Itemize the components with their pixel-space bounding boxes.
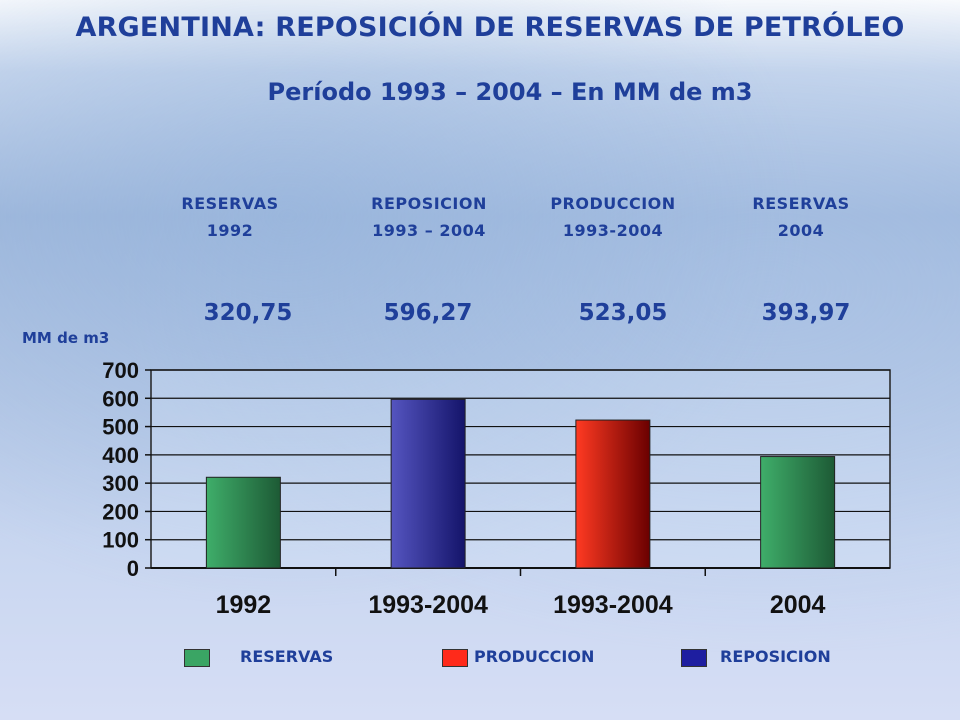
x-tick-label: 2004 <box>770 591 826 619</box>
column-header-reposicion: REPOSICION 1993 – 2004 <box>344 190 514 244</box>
column-value-reservas-2004: 393,97 <box>761 300 851 326</box>
bar-2 <box>575 419 651 569</box>
column-header-line1: RESERVAS <box>181 194 279 213</box>
bar-0 <box>205 476 281 569</box>
y-tick-label: 700 <box>102 358 139 383</box>
column-header-line2: 1993-2004 <box>562 221 664 240</box>
legend-swatch-reservas <box>184 649 210 667</box>
x-tick-label: 1993-2004 <box>368 591 488 619</box>
bar-1 <box>390 398 466 569</box>
y-tick-label: 0 <box>127 556 139 581</box>
bar-3 <box>760 456 836 569</box>
y-tick-label: 400 <box>102 443 139 468</box>
chart-subtitle: Período 1993 – 2004 – En MM de m3 <box>267 78 753 106</box>
y-tick-label: 100 <box>102 528 139 553</box>
y-tick-label: 200 <box>102 499 139 524</box>
column-header-line1: PRODUCCION <box>550 194 676 213</box>
legend-label-produccion: PRODUCCION <box>474 647 595 666</box>
column-header-reservas-2004: RESERVAS 2004 <box>716 190 886 244</box>
legend-label-reservas: RESERVAS <box>240 647 334 666</box>
column-header-line2: 2004 <box>777 221 825 240</box>
column-header-line2: 1993 – 2004 <box>372 221 486 240</box>
legend-swatch-produccion <box>442 649 468 667</box>
y-axis-label: MM de m3 <box>22 329 110 347</box>
column-header-line1: REPOSICION <box>371 194 487 213</box>
column-header-line1: RESERVAS <box>752 194 850 213</box>
column-value-produccion: 523,05 <box>578 300 668 326</box>
column-header-reservas-1992: RESERVAS 1992 <box>145 190 315 244</box>
column-value-reposicion: 596,27 <box>383 300 473 326</box>
y-tick-label: 500 <box>102 415 139 440</box>
y-tick-label: 300 <box>102 471 139 496</box>
legend-swatch-reposicion <box>681 649 707 667</box>
y-tick-label: 600 <box>102 386 139 411</box>
column-header-line2: 1992 <box>206 221 254 240</box>
x-tick-label: 1993-2004 <box>553 591 673 619</box>
x-tick-label: 1992 <box>216 591 272 619</box>
column-value-reservas-1992: 320,75 <box>203 300 293 326</box>
chart-title: ARGENTINA: REPOSICIÓN DE RESERVAS DE PET… <box>75 12 905 43</box>
legend-label-reposicion: REPOSICION <box>720 647 831 666</box>
legend: RESERVAS PRODUCCION REPOSICION <box>0 647 960 667</box>
column-header-produccion: PRODUCCION 1993-2004 <box>528 190 698 244</box>
